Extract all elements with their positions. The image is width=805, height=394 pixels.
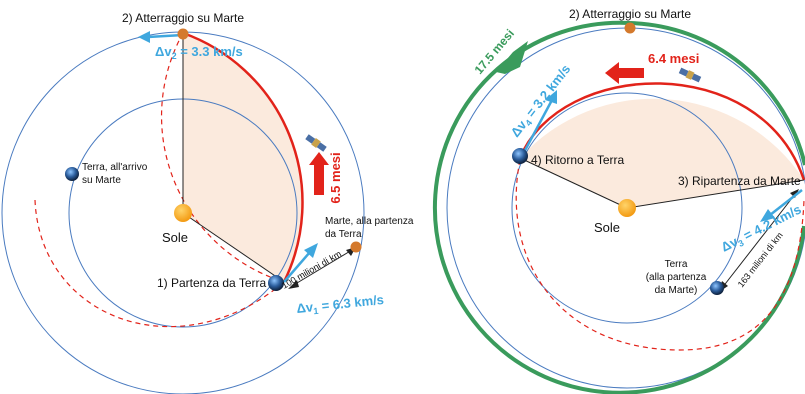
sun-earth-line (182, 212, 285, 283)
dv4-arrowhead (545, 90, 557, 104)
sun-icon-right (618, 199, 636, 217)
earth-orbit-right (511, 92, 743, 324)
mars-departure-label-1: Marte, alla partenza (325, 216, 414, 227)
sun-earth-return-line (519, 157, 628, 209)
sun-label: Sole (162, 230, 188, 245)
mars-departure-icon (350, 241, 362, 253)
transfer-direction-arrow (314, 163, 324, 195)
transfer-ellipse-dashed (160, 32, 285, 283)
transfer-direction-arrowhead (309, 152, 329, 165)
transfer-time-label: 6.5 mesi (328, 152, 343, 203)
return-panel: 2) Atterraggio su Marte 17.5 mesi 6.4 me… (432, 7, 805, 394)
earth-return-icon (512, 148, 528, 164)
earth-departure-label-3: da Marte) (655, 285, 698, 296)
dv2-label: Δv2 = 3.3 km/s (155, 44, 243, 61)
dv3-label: Δv3 = 4.2 km/s (719, 201, 805, 256)
earth-departure-icon (268, 275, 284, 291)
dv3-arrowhead (760, 209, 775, 222)
spacecraft-icon (305, 134, 327, 152)
dv4-arrow (520, 99, 554, 157)
distance-arrow-right (721, 192, 797, 289)
outbound-panel: 2) Atterraggio su Marte Δv2 = 3.3 km/s T… (1, 11, 414, 394)
landing-mars-label-right: 2) Atterraggio su Marte (569, 7, 691, 21)
distance-arrowhead-a (288, 280, 299, 289)
earth-departure-label-1: Terra (665, 259, 688, 270)
return-direction-arrow (618, 68, 644, 78)
dv1-label: Δv1 = 6.3 km/s (296, 292, 385, 318)
earth-mars-departure-icon (710, 281, 724, 295)
distance-arrow (291, 249, 353, 287)
earth-arrival-label-1: Terra, all'arrivo (82, 162, 148, 173)
transfer-ellipse-dashed-lower (34, 199, 285, 328)
earth-departure-label-2: (alla partenza (646, 272, 707, 283)
return-sector (520, 98, 804, 208)
transfer-arc (182, 31, 304, 283)
sun-mars-departure-line (626, 179, 805, 209)
earth-arrival-icon (65, 167, 79, 181)
departure-mars-label: 3) Ripartenza da Marte (678, 174, 801, 188)
transfer-sector (183, 33, 303, 282)
return-arc (518, 82, 805, 181)
dv1-arrowhead (304, 243, 318, 258)
return-earth-label: 4) Ritorno a Terra (531, 153, 624, 167)
sun-icon (174, 204, 192, 222)
wait-direction-arrow (496, 41, 528, 74)
earth-arrival-label-2: su Marte (82, 175, 121, 186)
return-time-label: 6.4 mesi (648, 51, 699, 66)
sun-label-right: Sole (594, 220, 620, 235)
return-direction-arrowhead (605, 62, 619, 84)
dv2-arrow (147, 33, 184, 39)
spacecraft-icon-right (678, 67, 702, 83)
landing-mars-label: 2) Atterraggio su Marte (122, 11, 244, 25)
dv2-arrowhead (138, 31, 150, 43)
mars-departure-label-2: da Terra (325, 229, 362, 240)
departure-earth-label: 1) Partenza da Terra (157, 276, 266, 290)
wait-arc-top (629, 21, 805, 166)
return-ellipse-dashed (515, 159, 805, 351)
mars-arrival-icon (177, 28, 189, 40)
dv3-arrow (769, 189, 803, 216)
mars-landing-icon-right (624, 22, 636, 34)
distance-arrowhead-right-b (790, 189, 799, 198)
dv1-arrow (283, 251, 311, 283)
